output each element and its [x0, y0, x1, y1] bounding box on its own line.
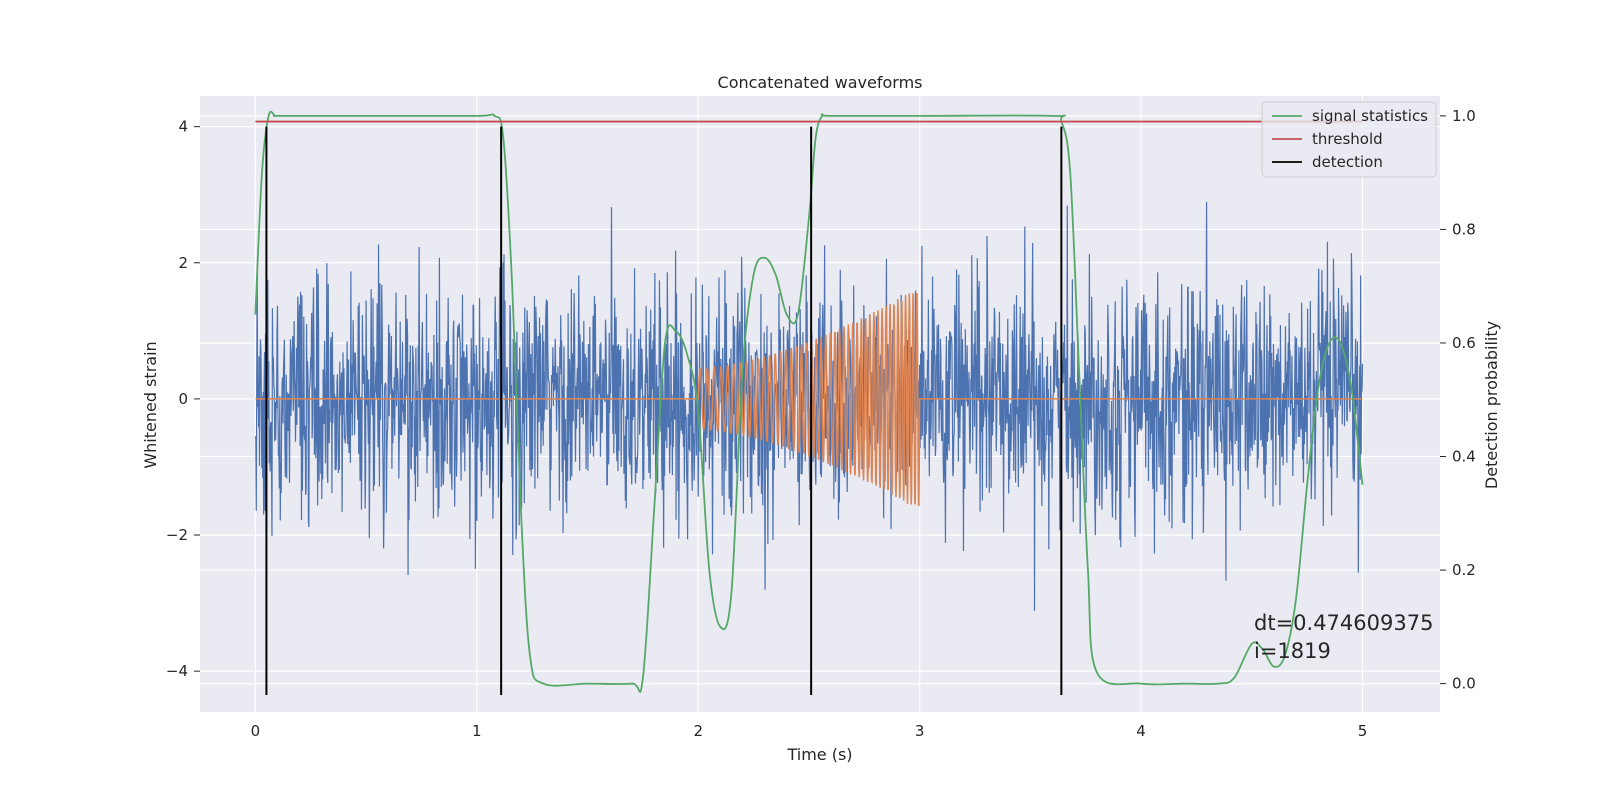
x-tick-label: 3: [915, 722, 925, 740]
strain-series: [254, 201, 1364, 611]
dt-annotation-line-1: dt=0.474609375: [1254, 611, 1433, 635]
grid-lines: [200, 96, 1440, 712]
legend-frame: [1261, 101, 1437, 178]
y-right-tick-label: 0.6: [1452, 334, 1476, 352]
chart-legend: signal statistics threshold detection: [1261, 101, 1437, 178]
y-right-tick-label: 1.0: [1452, 107, 1476, 125]
signal-statistics-series: [254, 110, 1364, 693]
x-tick-label: 5: [1358, 722, 1368, 740]
chart-title: Concatenated waveforms: [718, 73, 923, 92]
y-tick-label: 0: [178, 390, 188, 408]
x-tick-label: 1: [472, 722, 482, 740]
strain-line: [254, 201, 1364, 611]
injection-series: [255, 292, 1363, 507]
y-axis-label-right: Detection probability: [1482, 321, 1501, 489]
legend-label-detection: detection: [1312, 153, 1383, 171]
dt-annotation-line-2: i=1819: [1254, 639, 1331, 663]
y-tick-label: 2: [178, 254, 188, 272]
y-tick-label: −2: [166, 526, 188, 544]
x-tick-label: 2: [693, 722, 703, 740]
legend-label-signal-statistics: signal statistics: [1312, 107, 1428, 125]
x-tick-label: 0: [251, 722, 261, 740]
axis-ticks: 0 1 2 3 4 5 −4 −2 0 2 4 0.0 0.2 0.4 0.6 0.8 1.0: [166, 107, 1476, 740]
y-axis-label: Whitened strain: [141, 341, 160, 468]
x-axis-label: Time (s): [786, 745, 852, 764]
y-right-tick-label: 0.2: [1452, 561, 1476, 579]
y-right-tick-label: 0.8: [1452, 220, 1476, 238]
injection-line: [255, 292, 1363, 507]
y-tick-label: 4: [178, 118, 188, 136]
detection-series: [265, 126, 1063, 695]
legend-label-threshold: threshold: [1312, 130, 1383, 148]
y-right-tick-label: 0.4: [1452, 448, 1476, 466]
x-tick-label: 4: [1136, 722, 1146, 740]
signal-statistics-line: [254, 110, 1364, 693]
y-right-tick-label: 0.0: [1452, 675, 1476, 693]
y-tick-label: −4: [166, 662, 188, 680]
dt-annotation: dt=0.474609375 i=1819: [1254, 611, 1440, 663]
